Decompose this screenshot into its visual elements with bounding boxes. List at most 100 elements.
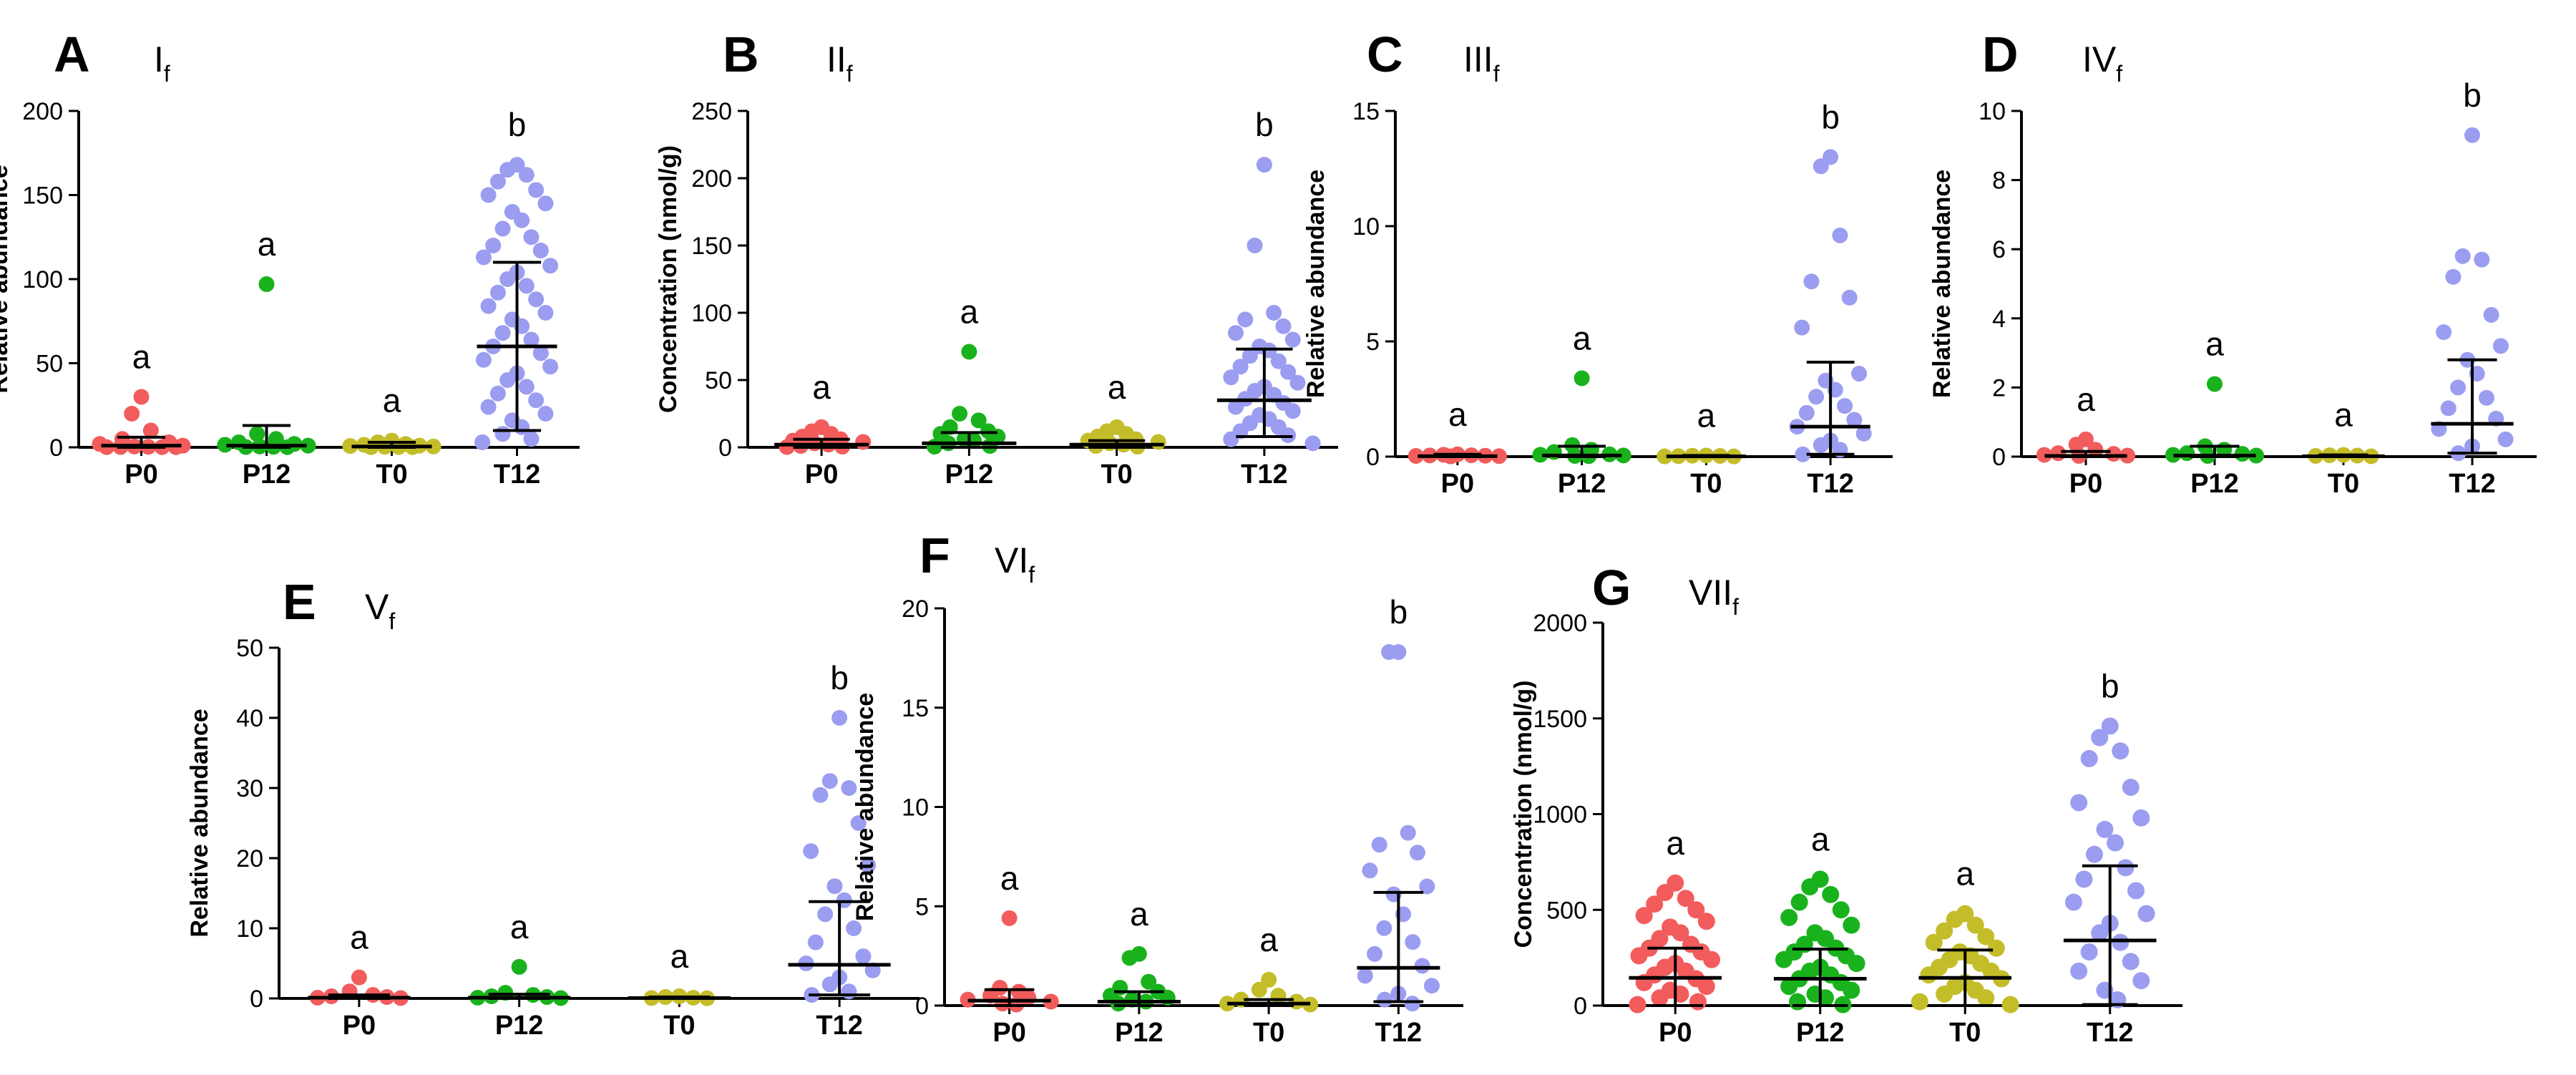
x-tick-label: P0	[125, 459, 157, 490]
data-point	[542, 258, 559, 274]
data-point	[2119, 447, 2136, 464]
significance-label: b	[2463, 77, 2482, 114]
data-point	[499, 271, 516, 287]
y-tick-label: 0	[49, 434, 63, 462]
data-point	[1920, 966, 1938, 984]
data-point	[841, 983, 857, 1000]
data-point	[2075, 870, 2093, 888]
data-point	[485, 238, 502, 253]
data-point	[511, 958, 527, 975]
data-point	[532, 243, 549, 259]
data-point	[1574, 370, 1590, 386]
data-point	[2478, 389, 2494, 406]
data-point	[1414, 958, 1430, 974]
data-point	[1837, 398, 1853, 414]
y-tick-label: 0	[1574, 993, 1587, 1020]
panel-letter: G	[1592, 560, 1631, 616]
data-point	[1241, 348, 1258, 364]
significance-label: a	[2205, 326, 2224, 363]
data-point	[1121, 950, 1138, 966]
significance-label: a	[1666, 825, 1684, 862]
data-point	[1491, 448, 1507, 464]
data-point	[489, 173, 506, 190]
data-point	[803, 843, 819, 860]
data-point	[821, 773, 838, 789]
panel-d: D IVf 0 2 4 6 8 10 Relative abundance P0 a P12 a T0 a T…	[1928, 26, 2537, 499]
panel-g: G VIIf 0 500 1000 1500 2000 Concentration (nmol…	[1510, 560, 2182, 1048]
data-point	[523, 331, 540, 348]
data-point	[1304, 435, 1321, 452]
data-point	[1794, 319, 1810, 336]
y-tick-label: 0	[1992, 444, 2006, 471]
data-point	[1966, 916, 1984, 934]
y-tick-label: 20	[236, 845, 263, 872]
data-point	[2080, 943, 2098, 961]
y-axis-label: Concentration (nmol/g)	[1510, 681, 1537, 948]
data-point	[1697, 978, 1715, 996]
data-point	[475, 249, 492, 266]
data-point	[2127, 882, 2145, 900]
data-point	[514, 212, 530, 228]
y-tick-label: 4	[1992, 306, 2006, 333]
data-point	[2080, 749, 2098, 767]
data-point	[2070, 794, 2088, 812]
significance-label: a	[350, 919, 369, 956]
data-point	[489, 284, 506, 301]
data-point	[1687, 901, 1705, 919]
data-point	[2445, 268, 2462, 285]
significance-label: a	[1573, 320, 1591, 357]
data-point	[1851, 366, 1868, 382]
data-point	[2112, 933, 2129, 951]
data-point	[1270, 988, 1287, 1004]
data-point	[1789, 993, 1807, 1011]
significance-label: a	[1811, 820, 1830, 857]
data-point	[1362, 862, 1378, 879]
data-point	[821, 976, 838, 993]
x-tick-label: P12	[1558, 469, 1606, 499]
y-tick-label: 0	[250, 986, 263, 1013]
data-point	[480, 399, 497, 415]
x-tick-label: T12	[2449, 469, 2495, 499]
data-point	[1376, 920, 1392, 936]
data-point	[2132, 972, 2150, 990]
data-point	[1855, 425, 1872, 442]
data-point	[258, 276, 275, 293]
data-point	[2001, 996, 2019, 1013]
y-tick-label: 5	[915, 893, 929, 920]
significance-label: a	[383, 382, 401, 419]
data-point	[1697, 913, 1715, 930]
data-point	[249, 426, 265, 442]
x-tick-label: T0	[376, 459, 407, 490]
x-tick-label: T0	[1949, 1018, 1981, 1048]
data-point	[2436, 324, 2452, 341]
data-point	[1256, 157, 1272, 173]
data-point	[2207, 376, 2223, 392]
data-point	[1232, 359, 1249, 375]
significance-label: a	[1448, 396, 1467, 433]
panel-title: IVf	[2082, 39, 2122, 87]
panel-letter: D	[1982, 26, 2019, 82]
y-tick-label: 200	[691, 165, 732, 193]
data-point	[1832, 901, 1850, 919]
y-axis-label: Relative abundance	[1302, 170, 1330, 398]
y-tick-label: 40	[236, 705, 263, 732]
significance-label: b	[1255, 106, 1274, 143]
data-point	[1656, 884, 1674, 902]
data-point	[1280, 364, 1297, 380]
y-tick-label: 8	[1992, 167, 2006, 195]
data-point	[474, 434, 491, 450]
x-tick-label: T12	[494, 459, 540, 490]
data-point	[142, 422, 159, 439]
y-tick-label: 1000	[1533, 802, 1587, 829]
data-point	[970, 412, 987, 429]
panel-letter: C	[1367, 26, 1403, 82]
data-point	[1223, 431, 1239, 447]
data-point	[1936, 985, 1953, 1003]
data-point	[1284, 331, 1301, 348]
panel-letter: F	[919, 527, 950, 583]
significance-label: a	[1956, 855, 1974, 892]
data-point	[528, 392, 545, 409]
panel-title: If	[154, 39, 170, 87]
data-point	[475, 351, 492, 368]
panel-letter: B	[723, 26, 759, 82]
